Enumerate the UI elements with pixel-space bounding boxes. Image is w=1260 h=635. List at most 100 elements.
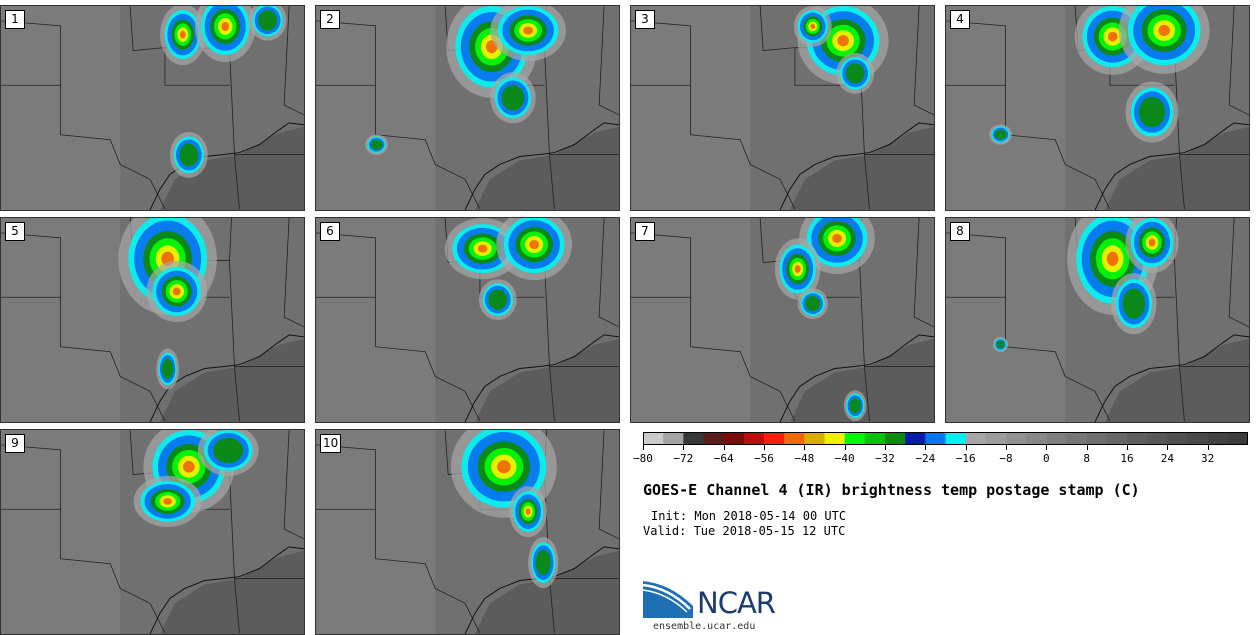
colorbar-swatch — [925, 432, 946, 445]
map-panel-10: 10 — [315, 429, 620, 635]
colorbar-tick — [1086, 445, 1088, 450]
cloud-blob — [183, 460, 195, 473]
colorbar-tick-label: 16 — [1120, 452, 1134, 465]
colorbar-ticks: −80 −72 −64 −56 −48 −40 −32 −24 −16 −8 0 8 16 24 32 — [633, 445, 1248, 469]
ir-map — [1, 6, 304, 210]
cloud-blob — [832, 233, 842, 243]
colorbar-tick — [1006, 445, 1007, 450]
colorbar-tick-label: −8 — [999, 452, 1013, 465]
map-panel-3: 3 — [630, 5, 935, 211]
panel-label: 5 — [5, 222, 25, 241]
cloud-blob — [221, 21, 230, 31]
colorbar-tick — [1046, 445, 1048, 450]
colorbar-swatch — [1046, 432, 1067, 445]
colorbar-tick — [643, 445, 644, 450]
colorbar-swatch — [1086, 432, 1108, 445]
colorbar-swatch — [1167, 432, 1188, 445]
colorbar-tick-label: −16 — [955, 452, 976, 465]
map-panel-9: 9 — [0, 429, 305, 635]
colorbar-tick-label: −80 — [633, 452, 653, 465]
cloud-blob — [497, 460, 511, 474]
cloud-blob — [162, 358, 174, 380]
cloud-blob — [1138, 96, 1166, 128]
colorbar-swatch — [1147, 432, 1168, 445]
site-url: ensemble.ucar.edu — [653, 621, 756, 632]
panel-label: 3 — [635, 10, 655, 29]
cloud-blob — [523, 26, 533, 35]
colorbar-swatch — [683, 432, 704, 445]
cloud-blob — [1107, 31, 1118, 42]
ncar-logo-icon — [643, 581, 693, 618]
ncar-logo-text: NCAR — [697, 586, 776, 620]
cloud-blob — [1122, 288, 1146, 319]
ir-map — [316, 6, 619, 210]
cloud-blob — [477, 244, 488, 253]
colorbar-tick-label: −48 — [794, 452, 815, 465]
colorbar-tick — [1127, 445, 1128, 450]
map-panel-2: 2 — [315, 5, 620, 211]
colorbar-swatch — [864, 432, 886, 445]
panel-label: 2 — [320, 10, 340, 29]
valid-time: Valid: Tue 2018-05-15 12 UTC — [643, 524, 846, 538]
colorbar-tick — [844, 445, 846, 450]
cloud-blob — [179, 143, 199, 167]
ir-map — [316, 430, 619, 634]
cloud-blob — [501, 85, 525, 111]
colorbar-swatch — [1127, 432, 1148, 445]
cloud-blob — [810, 23, 816, 30]
colorbar-swatch — [703, 432, 725, 445]
colorbar-swatch — [1207, 432, 1229, 445]
colorbar-tick — [804, 445, 806, 450]
panel-label: 4 — [950, 10, 970, 29]
colorbar — [643, 432, 1248, 445]
ir-map — [1, 218, 304, 422]
colorbar-swatch — [764, 432, 785, 445]
colorbar-tick-label: −24 — [915, 452, 936, 465]
colorbar-swatch — [945, 432, 967, 445]
colorbar-tick-label: 0 — [1043, 452, 1050, 465]
panel-label: 6 — [320, 222, 340, 241]
chart-title: GOES-E Channel 4 (IR) brightness temp po… — [643, 481, 1140, 499]
cloud-blob — [488, 289, 508, 310]
map-panel-4: 4 — [945, 5, 1250, 211]
panel-label: 9 — [5, 434, 25, 453]
cloud-blob — [1158, 24, 1170, 37]
cloud-blob — [529, 239, 540, 250]
colorbar-swatch — [804, 432, 825, 445]
colorbar-swatch — [885, 432, 906, 445]
colorbar-tick-label: −40 — [834, 452, 855, 465]
init-time: Init: Mon 2018-05-14 00 UTC — [651, 509, 847, 523]
cloud-blob — [805, 296, 821, 312]
panel-label: 7 — [635, 222, 655, 241]
colorbar-swatch — [1187, 432, 1209, 445]
colorbar-tick — [965, 445, 967, 450]
colorbar-swatch — [663, 432, 684, 445]
ir-map — [631, 6, 934, 210]
ir-map — [1, 430, 304, 634]
cloud-blob — [837, 35, 849, 47]
colorbar-tick — [885, 445, 886, 450]
panel-label: 10 — [320, 434, 342, 453]
colorbar-swatch — [723, 432, 745, 445]
colorbar-swatch — [1106, 432, 1128, 445]
ir-map — [946, 218, 1249, 422]
cloud-blob — [1106, 251, 1119, 266]
colorbar-tick — [1207, 445, 1209, 450]
colorbar-swatch — [985, 432, 1007, 445]
ir-map — [631, 218, 934, 422]
cloud-blob — [370, 139, 383, 150]
colorbar-tick-label: 24 — [1160, 452, 1174, 465]
colorbar-swatch — [965, 432, 987, 445]
cloud-blob — [794, 265, 801, 273]
cloud-blob — [1148, 238, 1156, 247]
ir-map — [946, 6, 1249, 210]
cloud-blob — [179, 30, 186, 39]
colorbar-tick — [1167, 445, 1169, 450]
colorbar-swatch — [905, 432, 926, 445]
cloud-blob — [845, 63, 865, 84]
cloud-blob — [996, 340, 1005, 349]
colorbar-tick — [764, 445, 765, 450]
cloud-blob — [849, 398, 861, 414]
cloud-blob — [535, 549, 551, 576]
colorbar-swatch — [784, 432, 805, 445]
